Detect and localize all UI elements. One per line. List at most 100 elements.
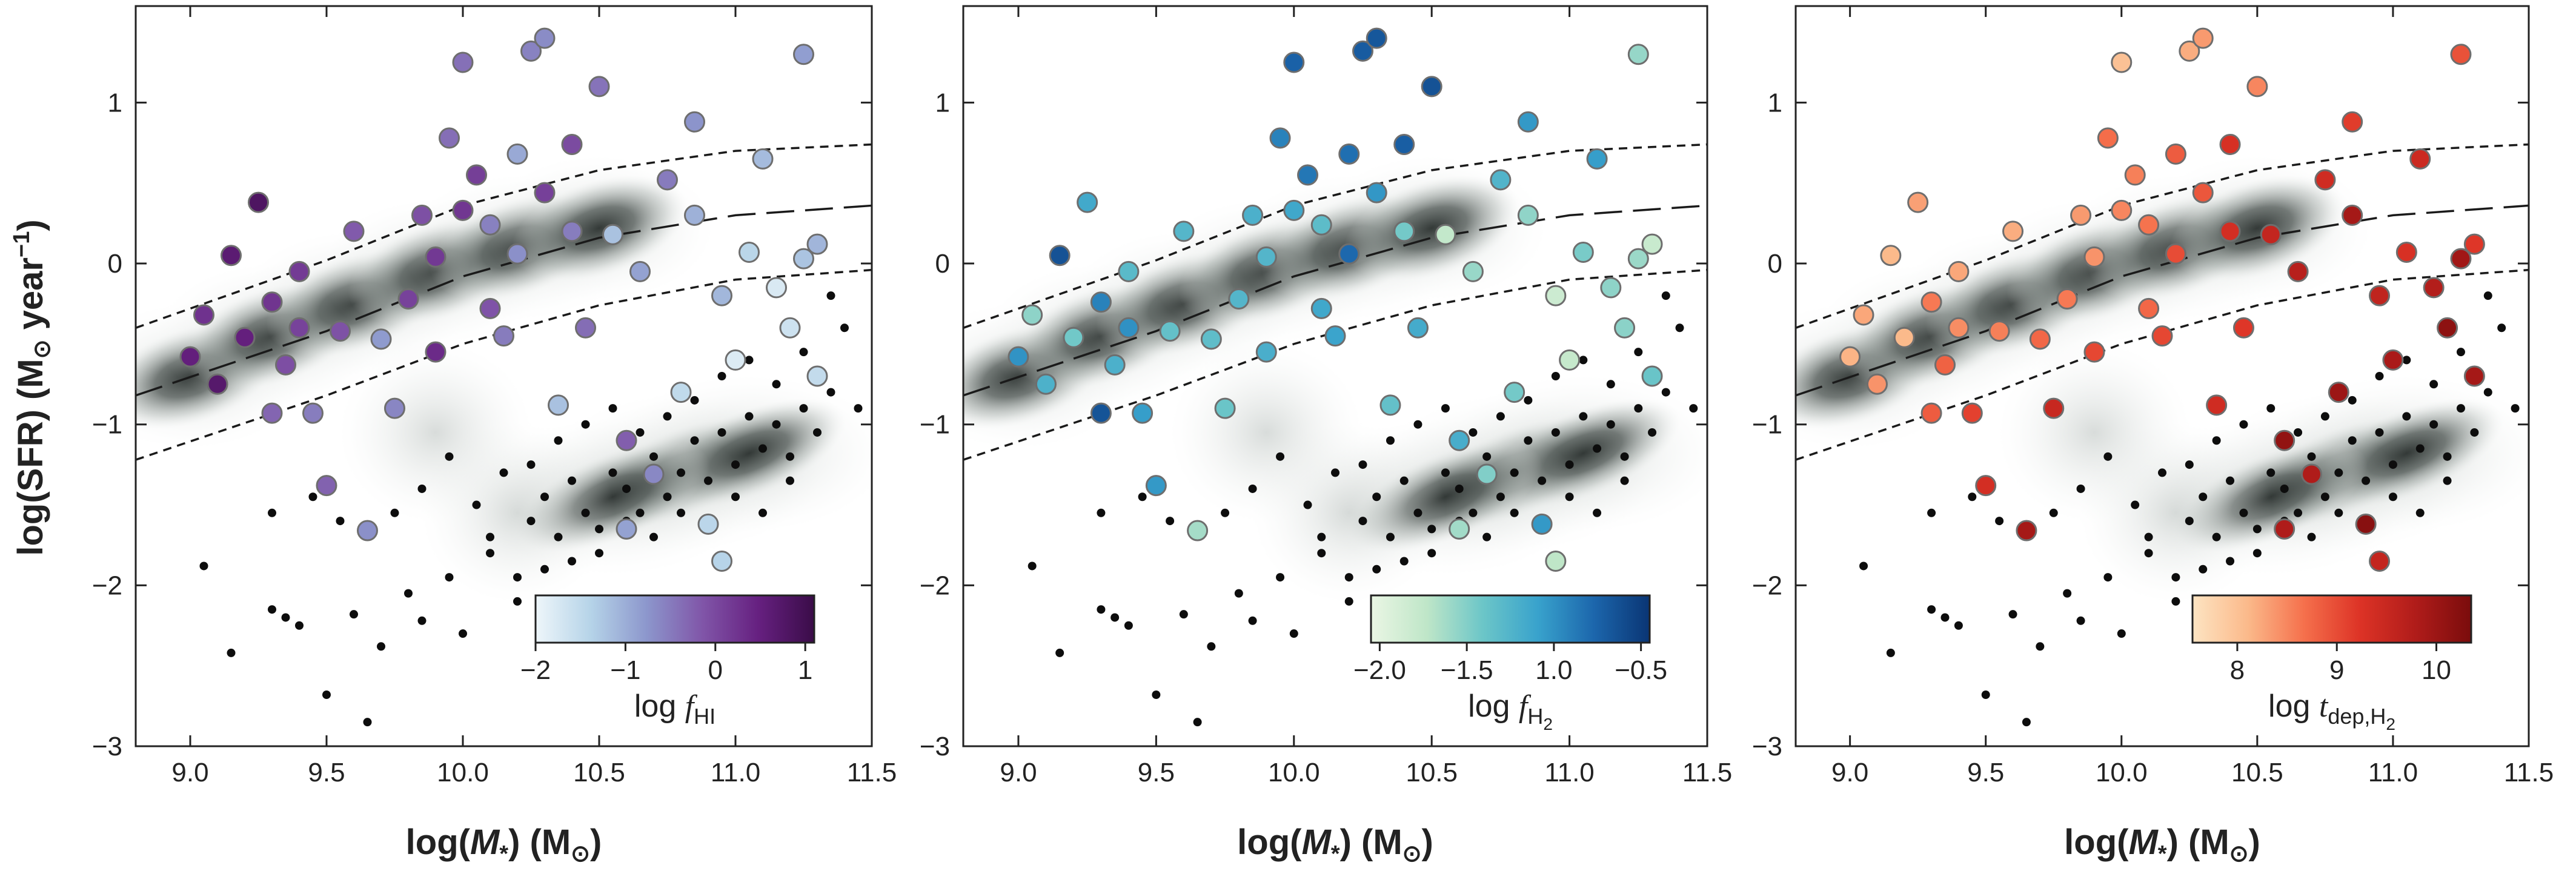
non-detection-point xyxy=(2252,525,2262,534)
data-point xyxy=(1366,27,1387,49)
non-detection-point xyxy=(472,500,481,509)
non-detection-point xyxy=(1455,484,1464,493)
plot-frame xyxy=(962,5,1708,747)
y-tick-label: −3 xyxy=(92,732,122,761)
data-point xyxy=(1988,320,2010,342)
data-point xyxy=(343,220,365,242)
data-point xyxy=(1572,241,1594,263)
data-point xyxy=(1352,40,1373,62)
data-point xyxy=(2246,76,2268,98)
non-detection-point xyxy=(445,452,454,461)
non-detection-point xyxy=(2266,404,2276,413)
data-point xyxy=(561,133,583,155)
non-detection-point xyxy=(268,508,276,517)
non-detection-point xyxy=(1193,718,1202,727)
data-point xyxy=(1310,214,1332,236)
non-detection-point xyxy=(2076,616,2085,625)
data-point xyxy=(2463,233,2485,255)
data-point xyxy=(1145,475,1167,497)
non-detection-point xyxy=(1606,420,1615,429)
non-detection-point xyxy=(1954,621,1963,630)
non-detection-point xyxy=(2076,484,2085,493)
plot-area xyxy=(136,27,872,727)
data-point xyxy=(493,325,514,347)
density-contour xyxy=(2169,175,2345,282)
data-point xyxy=(1283,199,1305,221)
colorbar-tick-label: −2.0 xyxy=(1353,655,1406,685)
data-point xyxy=(2043,397,2065,419)
non-detection-point xyxy=(704,476,712,485)
colorbar-title: log fHI xyxy=(634,689,715,729)
data-point xyxy=(2395,241,2417,263)
data-point xyxy=(1559,349,1581,371)
colorbar-tick-label: 9 xyxy=(2329,655,2344,685)
non-detection-point xyxy=(2212,532,2221,541)
data-point xyxy=(1049,245,1071,267)
data-point xyxy=(1934,354,1956,376)
non-detection-point xyxy=(759,444,767,453)
non-detection-point xyxy=(1234,589,1243,598)
data-point xyxy=(561,220,583,242)
data-point xyxy=(643,463,665,485)
y-tick-label: −1 xyxy=(920,410,950,440)
non-detection-point xyxy=(677,468,685,477)
non-detection-point xyxy=(1372,565,1381,574)
colorbar-tick-label: 0 xyxy=(708,655,723,685)
reference-line-lower-envelope xyxy=(963,268,1707,461)
non-detection-point xyxy=(568,557,576,566)
data-point xyxy=(1545,285,1567,306)
plot-area xyxy=(1796,27,2529,727)
data-point xyxy=(1407,317,1429,339)
non-detection-point xyxy=(568,476,576,485)
non-detection-point xyxy=(2415,444,2425,453)
data-point xyxy=(1531,513,1553,535)
data-point xyxy=(779,317,801,339)
non-detection-point xyxy=(540,492,549,502)
data-point xyxy=(2369,285,2391,306)
reference-line-main-sequence xyxy=(1796,204,2529,397)
non-detection-point xyxy=(377,642,385,651)
data-point xyxy=(1920,291,1942,313)
non-detection-point xyxy=(459,629,467,638)
data-point xyxy=(1379,394,1401,416)
data-point xyxy=(2423,277,2445,299)
data-point xyxy=(1090,402,1112,424)
data-point xyxy=(711,551,732,572)
data-point xyxy=(2083,246,2105,268)
non-detection-point xyxy=(513,597,522,606)
data-point xyxy=(739,241,760,263)
data-point xyxy=(1839,346,1861,368)
data-point xyxy=(1866,373,1888,395)
data-point xyxy=(1961,402,1983,424)
non-detection-point xyxy=(1344,573,1353,582)
data-point xyxy=(1173,220,1195,242)
non-detection-point xyxy=(1138,492,1147,502)
x-tick-label: 10.0 xyxy=(437,758,489,787)
non-detection-point xyxy=(2158,468,2166,477)
data-point xyxy=(711,285,732,306)
x-tick-label: 10.5 xyxy=(1406,758,1458,787)
data-point xyxy=(1449,518,1470,540)
colorbar-tick-label: −0.5 xyxy=(1615,655,1667,685)
colorbar-H2: −2.0 −1.5 1.0 −0.5 log fH2 xyxy=(1353,594,1667,734)
non-detection-point xyxy=(526,460,536,469)
non-detection-point xyxy=(554,436,563,445)
non-detection-point xyxy=(1927,605,1936,614)
non-detection-point xyxy=(2280,484,2289,493)
non-detection-point xyxy=(268,605,276,614)
data-point xyxy=(2260,224,2282,245)
data-point xyxy=(2097,127,2119,149)
non-detection-point xyxy=(1859,561,1868,571)
data-point xyxy=(1228,288,1250,310)
non-detection-point xyxy=(2429,380,2438,389)
data-point xyxy=(2450,248,2472,270)
data-point xyxy=(1462,260,1484,282)
non-detection-point xyxy=(2443,476,2452,485)
data-point xyxy=(2002,220,2024,242)
non-detection-point xyxy=(2334,508,2343,517)
non-detection-point xyxy=(581,420,590,429)
x-tick-label: 10.0 xyxy=(1268,758,1320,787)
plot-frame xyxy=(134,5,873,747)
data-point xyxy=(411,204,433,226)
